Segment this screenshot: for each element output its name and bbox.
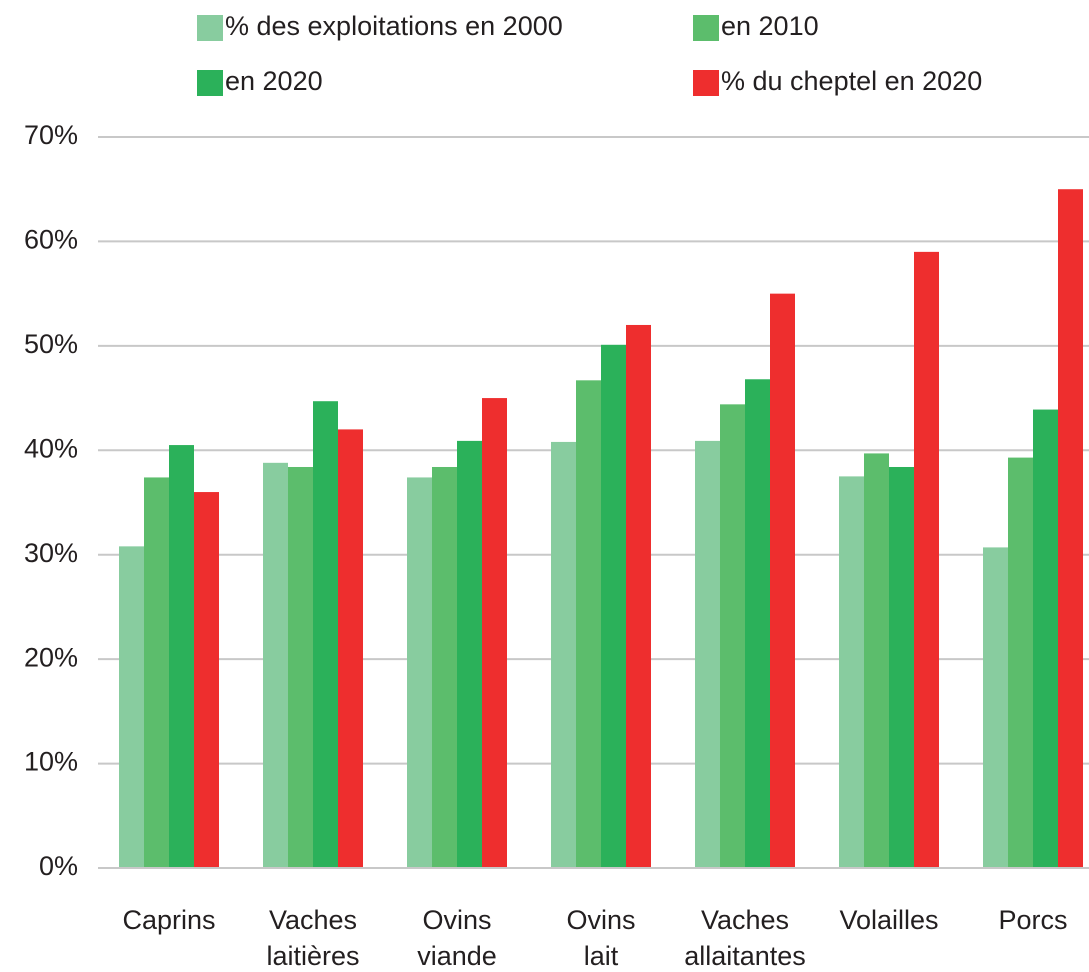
bar xyxy=(119,546,144,868)
bar xyxy=(839,476,864,868)
bar xyxy=(432,466,457,868)
bar xyxy=(313,401,338,868)
x-tick-label-line: laitières xyxy=(266,941,359,971)
x-tick-label: Vaches laitières xyxy=(266,905,359,971)
x-tick-label-line: viande xyxy=(417,941,497,971)
bar xyxy=(169,445,194,868)
x-tick-label-line: Vaches xyxy=(269,905,357,935)
legend-label: % du cheptel en 2020 xyxy=(721,66,982,96)
x-tick-label-line: Ovins xyxy=(566,905,635,935)
bar xyxy=(482,398,507,868)
x-tick-label-line: lait xyxy=(584,941,619,971)
y-tick-label: 10% xyxy=(24,747,78,777)
x-tick-label: Ovins viande xyxy=(417,905,497,971)
bar xyxy=(457,440,482,868)
bar xyxy=(601,344,626,868)
bar xyxy=(551,441,576,868)
y-tick-label: 0% xyxy=(39,851,78,881)
x-tick-label: Vaches allaitantes xyxy=(684,905,806,971)
bar xyxy=(288,466,313,868)
bar xyxy=(720,404,745,868)
y-tick-label: 60% xyxy=(24,225,78,255)
y-tick-label: 40% xyxy=(24,433,78,463)
x-tick-label-line: allaitantes xyxy=(684,941,806,971)
x-tick-label: Volailles xyxy=(839,905,938,935)
bar xyxy=(914,251,939,868)
legend-label: en 2020 xyxy=(225,66,323,96)
legend-swatch xyxy=(693,70,719,96)
y-tick-label: 30% xyxy=(24,538,78,568)
x-tick-label: Caprins xyxy=(122,905,215,935)
bar xyxy=(864,453,889,868)
bar xyxy=(889,466,914,868)
bar xyxy=(263,462,288,868)
bar xyxy=(695,440,720,868)
bar xyxy=(407,477,432,868)
bar xyxy=(144,477,169,868)
bar xyxy=(983,547,1008,868)
bar xyxy=(745,379,770,868)
bar xyxy=(770,293,795,869)
x-tick-label-line: Vaches xyxy=(701,905,789,935)
y-tick-label: 70% xyxy=(24,120,78,150)
legend-label: % des exploitations en 2000 xyxy=(225,11,563,41)
legend-swatch xyxy=(693,15,719,41)
x-tick-label: Ovins lait xyxy=(566,905,635,971)
legend-swatch xyxy=(197,15,223,41)
bar xyxy=(1033,409,1058,868)
bar xyxy=(1058,189,1083,868)
y-tick-label: 20% xyxy=(24,642,78,672)
bar xyxy=(626,324,651,868)
bar xyxy=(194,492,219,868)
legend-swatch xyxy=(197,70,223,96)
bar xyxy=(576,380,601,868)
x-tick-label: Porcs xyxy=(998,905,1067,935)
legend-label: en 2010 xyxy=(721,11,819,41)
y-tick-label: 50% xyxy=(24,329,78,359)
x-tick-label-line: Ovins xyxy=(422,905,491,935)
bar xyxy=(338,429,363,868)
bar xyxy=(1008,457,1033,868)
